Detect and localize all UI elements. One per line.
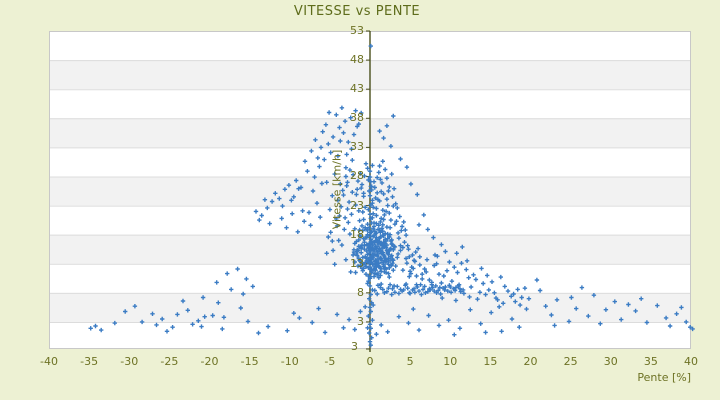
x-tick-label: -35 [80,355,99,368]
x-tick-label: 40 [684,355,698,368]
x-tick-label: -10 [280,355,299,368]
y-tick-label: 53 [350,24,364,37]
y-tick-label: 18 [350,227,364,241]
y-axis-title: Vitesse [km/h] [330,149,344,230]
x-axis-title: Pente [%] [637,371,691,384]
x-tick-label: -40 [40,355,58,368]
x-tick-label: 20 [523,355,538,368]
x-tick-label: -30 [120,355,139,368]
x-tick-label: -15 [240,355,259,368]
y-tick-label: 3 [357,314,364,328]
y-tick-label: 13 [350,256,364,270]
y-axis-min-label: 3 [351,340,358,353]
chart-title: VITESSE vs PENTE [293,4,421,19]
x-tick-label: -25 [160,355,179,368]
scatter-points [88,43,695,348]
x-tick-label: -20 [200,355,219,368]
x-tick-label: -5 [324,355,336,368]
x-tick-label: 5 [406,355,414,368]
x-tick-label: 15 [483,355,498,368]
x-tick-label: 0 [366,355,374,368]
y-tick-label: 48 [350,53,364,67]
y-tick-label: 33 [350,140,364,154]
x-tick-label: 30 [603,355,618,368]
y-tick-label: 8 [357,285,364,299]
y-tick-label: 23 [350,198,364,212]
x-tick-label: 25 [563,355,578,368]
x-tick-label: 10 [443,355,458,368]
y-tick-label: 43 [350,82,364,96]
y-tick-label: 38 [350,111,364,125]
y-tick-label: 28 [350,169,364,183]
x-tick-label: 35 [643,355,658,368]
